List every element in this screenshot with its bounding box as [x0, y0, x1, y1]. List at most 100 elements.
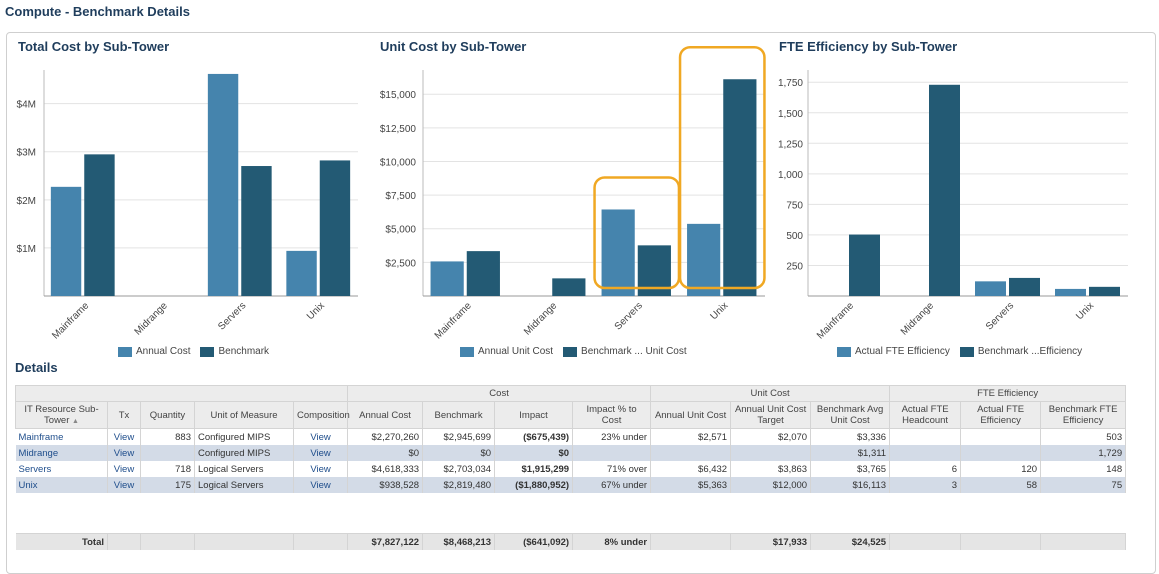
bar-unix-benchmark [1089, 286, 1120, 296]
column-header-row: IT Resource Sub-Tower ▲ Tx Quantity Unit of… [15, 401, 1127, 429]
table-cell: 1,729 [1040, 445, 1127, 461]
table-cell: 23% under [572, 428, 652, 445]
table-cell: $1,915,299 [494, 461, 574, 477]
group-header-row: Cost Unit Cost FTE Efficiency [14, 385, 1127, 402]
tx-view-link[interactable]: View [107, 461, 141, 477]
composition-view-link[interactable]: View [293, 461, 349, 477]
total-cell [650, 533, 732, 550]
total-cell [1040, 533, 1127, 550]
bar-servers-benchmark [241, 166, 272, 296]
table-cell: $2,571 [650, 428, 732, 445]
composition-view-link[interactable]: View [293, 428, 349, 445]
total-cell: ($641,092) [494, 533, 574, 550]
table-cell: ($675,439) [494, 428, 574, 445]
table-cell [140, 445, 195, 461]
y-tick-label: $1M [17, 244, 36, 255]
table-cell: Logical Servers [194, 477, 294, 493]
tx-view-link[interactable]: View [107, 477, 141, 493]
tx-view-link[interactable]: View [107, 428, 141, 445]
row-subtower-link[interactable]: Mainframe [15, 428, 108, 445]
total-cell [140, 533, 195, 550]
table-cell: Logical Servers [194, 461, 294, 477]
bar-mainframe-actual [430, 261, 464, 296]
y-tick-label: $12,500 [380, 124, 417, 135]
table-cell: Configured MIPS [194, 445, 294, 461]
table-cell: $0 [494, 445, 574, 461]
row-subtower-link[interactable]: Midrange [15, 445, 108, 461]
table-row: Servers View 718 Logical Servers View $4,618,… [15, 461, 1127, 477]
total-cell: 8% under [572, 533, 652, 550]
bar-unix-benchmark [319, 160, 351, 296]
x-tick-label: Midrange [522, 300, 560, 338]
bar-unix-benchmark [723, 79, 757, 296]
column-header-5: Annual Cost [347, 401, 424, 429]
column-header-7: Impact [494, 401, 574, 429]
sort-asc-icon[interactable]: ▲ [72, 418, 79, 425]
legend-swatch-benchmark-unit-cost [563, 346, 578, 357]
column-header-label: Quantity [149, 409, 186, 421]
table-cell: 75 [1040, 477, 1127, 493]
y-tick-label: $5,000 [385, 225, 416, 236]
composition-view-link[interactable]: View [293, 445, 349, 461]
column-header-3: Unit of Measure [194, 401, 294, 429]
column-header-13: Actual FTE Efficiency [960, 401, 1042, 429]
legend-label-benchmark: Benchmark [218, 346, 270, 357]
total-cell [960, 533, 1042, 550]
column-header-label: Tx [118, 409, 130, 421]
group-header-unit-cost: Unit Cost [650, 385, 891, 402]
column-header-14: Benchmark FTE Efficiency [1040, 401, 1127, 429]
column-header-0[interactable]: IT Resource Sub-Tower ▲ [15, 401, 108, 429]
table-spacer [15, 493, 1126, 534]
total-cell: $17,933 [730, 533, 812, 550]
table-cell: 6 [889, 461, 962, 477]
table-cell [889, 445, 962, 461]
bar-servers-actual [975, 281, 1006, 296]
bar-midrange-benchmark [552, 278, 586, 296]
row-subtower-link[interactable]: Unix [15, 477, 108, 493]
column-header-label: Benchmark Avg Unit Cost [816, 404, 884, 426]
x-tick-label: Unix [305, 300, 327, 322]
x-tick-label: Unix [708, 300, 730, 322]
table-cell: $12,000 [730, 477, 812, 493]
page-title: Compute - Benchmark Details [5, 4, 190, 19]
column-header-label: Actual FTE Efficiency [977, 404, 1025, 426]
legend-swatch-benchmark [200, 346, 215, 357]
x-tick-label: Mainframe [815, 300, 856, 341]
x-tick-label: Mainframe [50, 300, 91, 341]
total-cell [889, 533, 962, 550]
x-tick-label: Servers [984, 300, 1016, 332]
y-tick-label: 1,000 [778, 170, 803, 181]
legend-label-annual-cost: Annual Cost [136, 346, 191, 357]
column-header-label: Impact % to Cost [586, 404, 637, 426]
column-header-label: Composition [297, 409, 350, 421]
tx-view-link[interactable]: View [107, 445, 141, 461]
total-cell [293, 533, 349, 550]
table-cell: 148 [1040, 461, 1127, 477]
table-cell: $3,765 [810, 461, 891, 477]
table-cell: $16,113 [810, 477, 891, 493]
y-tick-label: $10,000 [380, 157, 417, 168]
table-cell: $6,432 [650, 461, 732, 477]
table-cell [730, 445, 812, 461]
x-tick-label: Servers [613, 300, 645, 332]
table-cell: 71% over [572, 461, 652, 477]
row-subtower-link[interactable]: Servers [15, 461, 108, 477]
column-header-label: Benchmark [434, 409, 483, 421]
column-header-2: Quantity [140, 401, 195, 429]
y-tick-label: 1,750 [778, 78, 803, 89]
composition-view-link[interactable]: View [293, 477, 349, 493]
legend-unit-cost: Annual Unit Cost Benchmark ... Unit Cost [460, 346, 687, 357]
chart-title-unit-cost: Unit Cost by Sub-Tower [380, 39, 527, 54]
y-tick-label: $3M [17, 148, 36, 159]
column-header-label: Annual Unit Cost [654, 409, 727, 421]
bar-unix-actual [687, 223, 721, 296]
table-cell [960, 445, 1042, 461]
chart-title-total-cost: Total Cost by Sub-Tower [18, 39, 170, 54]
column-header-8: Impact % to Cost [572, 401, 652, 429]
legend-label-annual-unit-cost: Annual Unit Cost [478, 346, 554, 357]
table-cell: $0 [422, 445, 496, 461]
table-row: Midrange View Configured MIPS View $0 $0 $0 $1,… [15, 445, 1127, 461]
spacer-cell [15, 493, 1126, 534]
table-cell: $0 [347, 445, 424, 461]
column-header-11: Benchmark Avg Unit Cost [810, 401, 891, 429]
